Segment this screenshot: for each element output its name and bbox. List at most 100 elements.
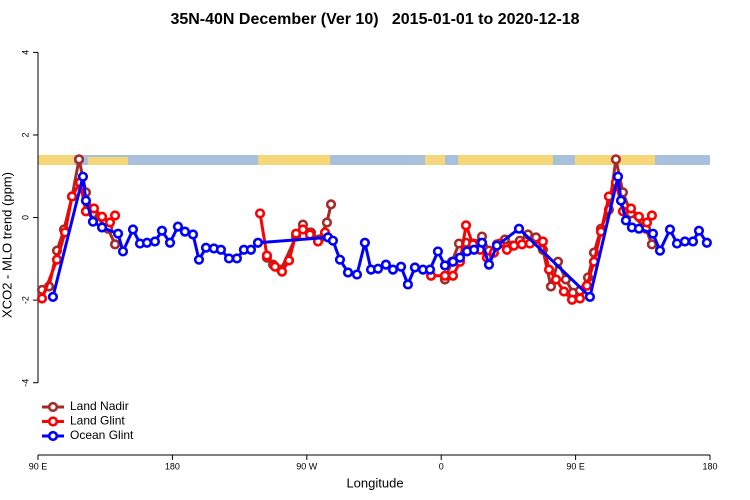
- data-point: [574, 293, 586, 304]
- legend-marker: [47, 401, 59, 413]
- data-point: [654, 245, 666, 256]
- data-point: [96, 222, 108, 233]
- data-point: [87, 216, 99, 227]
- data-point: [372, 263, 384, 274]
- data-point: [283, 255, 295, 266]
- y-axis-title: XCO2 - MLO trend (ppm): [0, 172, 14, 318]
- data-point: [109, 210, 121, 221]
- data-point: [646, 239, 658, 250]
- y-tick-label: -4: [20, 379, 30, 387]
- data-point: [687, 236, 699, 247]
- data-point: [432, 246, 444, 257]
- data-point: [447, 256, 459, 267]
- map-strip: [38, 155, 710, 165]
- data-point: [610, 154, 622, 165]
- data-point: [501, 244, 513, 255]
- data-point: [447, 270, 459, 281]
- data-point: [36, 293, 48, 304]
- data-point: [516, 239, 528, 250]
- data-point: [460, 220, 472, 231]
- data-point: [454, 252, 466, 263]
- data-point: [424, 264, 436, 275]
- x-tick-label: 180: [165, 461, 180, 471]
- y-tick-label: 2: [20, 132, 30, 137]
- data-point: [351, 269, 363, 280]
- legend-marker: [47, 430, 59, 442]
- data-point: [252, 237, 264, 248]
- data-point: [223, 253, 235, 264]
- y-tick-label: 0: [20, 215, 30, 220]
- x-axis-title: Longitude: [346, 475, 403, 490]
- data-point: [149, 236, 161, 247]
- legend-label: Land Glint: [70, 414, 125, 428]
- data-point: [671, 238, 683, 249]
- data-point: [141, 237, 153, 248]
- data-point: [566, 294, 578, 305]
- data-point: [633, 211, 645, 222]
- data-point: [543, 264, 555, 275]
- data-point: [641, 217, 653, 228]
- data-point: [664, 224, 676, 235]
- data-point: [327, 235, 339, 246]
- data-point: [625, 203, 637, 214]
- data-point: [395, 261, 407, 272]
- data-point: [254, 208, 266, 219]
- data-point: [200, 242, 212, 253]
- data-point: [483, 259, 495, 270]
- data-point: [508, 240, 520, 251]
- data-point: [612, 171, 624, 182]
- data-point: [156, 225, 168, 236]
- data-point: [476, 237, 488, 248]
- data-point: [269, 261, 281, 272]
- data-point: [321, 217, 333, 228]
- data-point: [679, 236, 691, 247]
- data-point: [179, 226, 191, 237]
- chart-title: 35N-40N December (Ver 10) 2015-01-01 to …: [170, 11, 579, 28]
- data-point: [513, 223, 525, 234]
- y-tick-label: -2: [20, 296, 30, 304]
- data-point: [112, 228, 124, 239]
- data-point: [380, 259, 392, 270]
- data-point: [342, 267, 354, 278]
- data-point: [231, 253, 243, 264]
- data-point: [334, 254, 346, 265]
- x-tick-label: 180: [702, 461, 717, 471]
- data-point: [66, 191, 78, 202]
- data-point: [245, 244, 257, 255]
- data-point: [325, 199, 337, 210]
- data-point: [117, 246, 129, 257]
- data-point: [701, 237, 712, 248]
- data-point: [96, 211, 108, 222]
- data-point: [359, 237, 370, 248]
- data-point: [491, 240, 503, 251]
- data-point: [193, 254, 205, 265]
- data-point: [88, 203, 100, 214]
- data-point: [439, 270, 451, 281]
- x-tick-label: 0: [439, 461, 444, 471]
- data-point: [297, 224, 309, 235]
- data-point: [633, 223, 645, 234]
- data-point: [290, 228, 302, 239]
- data-point: [164, 237, 176, 248]
- data-point: [537, 236, 548, 247]
- x-tick-label: 90 E: [29, 461, 48, 471]
- data-point: [73, 154, 85, 165]
- data-point: [646, 210, 658, 221]
- data-point: [439, 260, 451, 271]
- data-point: [409, 262, 421, 273]
- x-tick-label: 90 E: [566, 461, 585, 471]
- data-point: [261, 250, 273, 261]
- data-point: [80, 195, 92, 206]
- data-point: [51, 254, 63, 265]
- data-point: [550, 274, 562, 285]
- data-point: [215, 244, 227, 255]
- data-point: [172, 221, 184, 232]
- series-line: [40, 180, 654, 302]
- data-point: [693, 225, 705, 236]
- data-point: [187, 229, 199, 240]
- data-point: [109, 239, 121, 250]
- data-point: [558, 286, 570, 297]
- data-point: [468, 244, 480, 255]
- data-point: [77, 171, 89, 182]
